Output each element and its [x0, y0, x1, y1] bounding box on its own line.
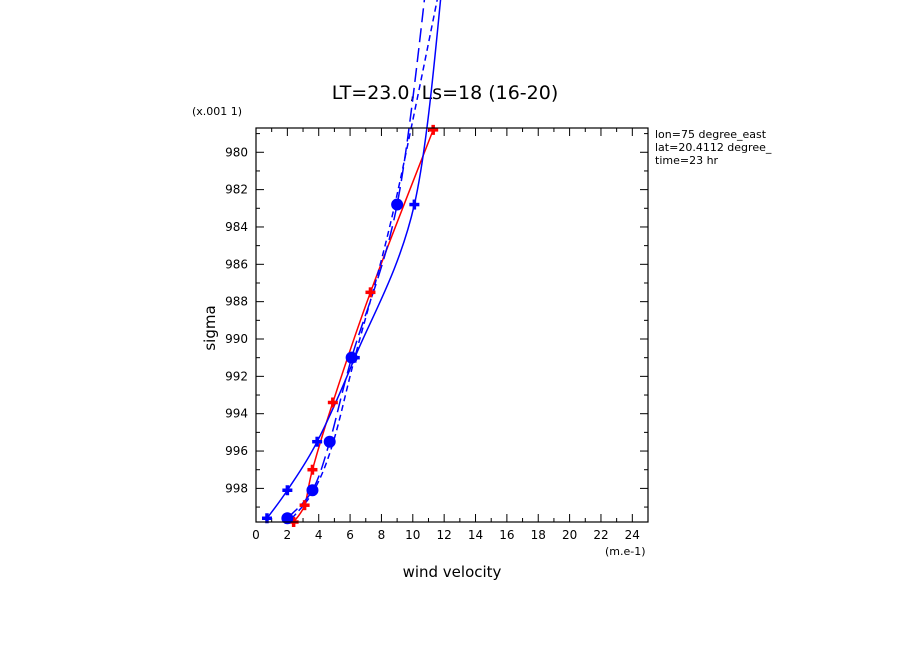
info-line-lat: lat=20.4112 degree_	[655, 141, 772, 154]
data-point-circle	[281, 512, 294, 525]
y-tick-label: 998	[225, 481, 248, 495]
y-tick-label: 992	[225, 369, 248, 383]
data-point-circle	[306, 484, 319, 497]
chart-title: LT=23.0, Ls=18 (16-20)	[332, 82, 559, 104]
series-line-2	[266, 0, 442, 519]
x-tick-label: 2	[284, 528, 292, 542]
x-tick-label: 6	[346, 528, 354, 542]
x-unit-label: (m.e-1)	[605, 545, 646, 558]
data-point-plus	[428, 124, 439, 135]
y-tick-label: 988	[225, 295, 248, 309]
data-point-circle	[345, 351, 358, 364]
y-tick-label: 986	[225, 257, 248, 271]
data-point-plus	[312, 436, 323, 447]
data-point-plus	[307, 464, 318, 475]
y-axis-title: sigma	[201, 305, 219, 350]
data-point-plus	[299, 500, 310, 511]
data-point-plus	[365, 287, 376, 298]
y-tick-label: 996	[225, 444, 248, 458]
x-tick-label: 24	[625, 528, 640, 542]
y-tick-label: 984	[225, 220, 248, 234]
data-point-plus	[327, 397, 338, 408]
x-tick-label: 0	[252, 528, 260, 542]
x-tick-label: 4	[315, 528, 323, 542]
series-line-1	[293, 129, 434, 522]
x-tick-label: 16	[499, 528, 514, 542]
y-tick-label: 994	[225, 407, 248, 421]
data-point-plus	[282, 485, 293, 496]
x-tick-label: 20	[562, 528, 577, 542]
y-unit-label: (x.001 1)	[192, 105, 242, 118]
x-tick-label: 22	[593, 528, 608, 542]
data-point-circle	[391, 198, 404, 211]
axis-ticks: 0 2 4 6 8 10 12 14 16 18 20 22 249809829849869889909…	[225, 128, 649, 542]
y-tick-label: 980	[225, 145, 248, 159]
y-tick-label: 990	[225, 332, 248, 346]
series-group	[266, 0, 442, 522]
info-line-time: time=23 hr	[655, 154, 719, 167]
x-tick-label: 12	[437, 528, 452, 542]
data-point-plus	[409, 199, 420, 210]
series-line-3	[286, 0, 426, 519]
x-tick-label: 14	[468, 528, 483, 542]
data-point-circle	[323, 435, 336, 448]
x-tick-label: 18	[531, 528, 546, 542]
y-tick-label: 982	[225, 183, 248, 197]
plot-frame	[255, 127, 649, 523]
x-axis-title: wind velocity	[403, 563, 502, 581]
info-line-lon: lon=75 degree_east	[655, 128, 767, 141]
x-tick-label: 10	[405, 528, 420, 542]
x-tick-label: 8	[378, 528, 386, 542]
